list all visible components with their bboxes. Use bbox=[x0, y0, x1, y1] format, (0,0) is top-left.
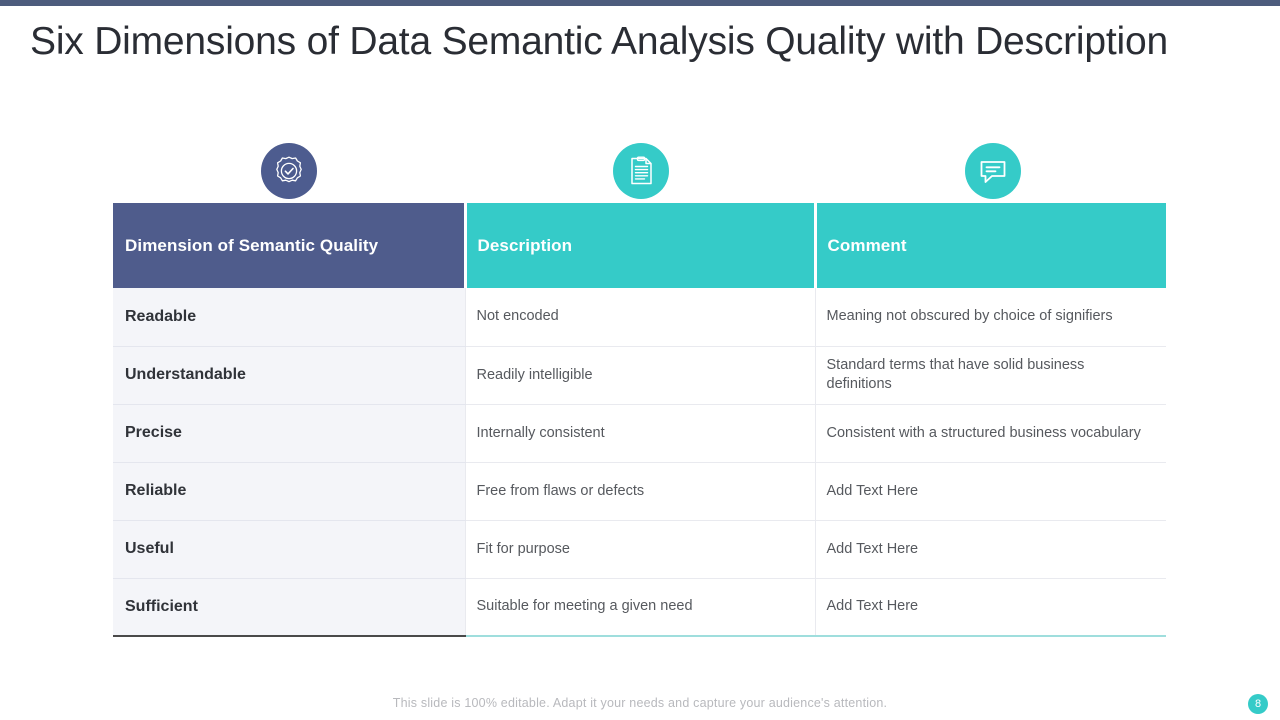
page-number-badge: 8 bbox=[1248, 694, 1268, 714]
comment-bubble-icon bbox=[965, 143, 1021, 199]
table-header-row: Dimension of Semantic Quality Descriptio… bbox=[113, 203, 1166, 288]
cell-comment: Add Text Here bbox=[815, 462, 1166, 521]
cell-description: Internally consistent bbox=[465, 404, 816, 463]
table-row: Readable Not encoded Meaning not obscure… bbox=[113, 288, 1166, 347]
table-body: Readable Not encoded Meaning not obscure… bbox=[113, 288, 1166, 637]
cell-description: Readily intelligible bbox=[465, 346, 816, 405]
icon-row bbox=[113, 143, 1166, 199]
document-lines-icon bbox=[613, 143, 669, 199]
column-header-dimension: Dimension of Semantic Quality bbox=[113, 203, 467, 288]
cell-comment: Add Text Here bbox=[815, 578, 1166, 637]
table-row: Understandable Readily intelligible Stan… bbox=[113, 346, 1166, 405]
cell-comment: Meaning not obscured by choice of signif… bbox=[815, 288, 1166, 347]
cell-comment: Standard terms that have solid business … bbox=[815, 346, 1166, 405]
cell-description: Not encoded bbox=[465, 288, 816, 347]
quality-dimensions-table: Dimension of Semantic Quality Descriptio… bbox=[113, 203, 1166, 637]
cell-description: Fit for purpose bbox=[465, 520, 816, 579]
table-row: Useful Fit for purpose Add Text Here bbox=[113, 520, 1166, 579]
cell-dimension: Reliable bbox=[113, 462, 466, 521]
cell-dimension: Sufficient bbox=[113, 578, 466, 637]
cell-dimension: Understandable bbox=[113, 346, 466, 405]
cell-comment: Add Text Here bbox=[815, 520, 1166, 579]
cell-comment: Consistent with a structured business vo… bbox=[815, 404, 1166, 463]
verified-badge-icon bbox=[261, 143, 317, 199]
table-row: Precise Internally consistent Consistent… bbox=[113, 404, 1166, 463]
column-header-description: Description bbox=[465, 203, 817, 288]
footer-note: This slide is 100% editable. Adapt it yo… bbox=[392, 696, 888, 710]
cell-description: Suitable for meeting a given need bbox=[465, 578, 816, 637]
cell-dimension: Precise bbox=[113, 404, 466, 463]
top-accent-bar bbox=[0, 0, 1280, 6]
column-header-comment: Comment bbox=[815, 203, 1166, 288]
table-row: Sufficient Suitable for meeting a given … bbox=[113, 578, 1166, 637]
cell-description: Free from flaws or defects bbox=[465, 462, 816, 521]
cell-dimension: Useful bbox=[113, 520, 466, 579]
page-title: Six Dimensions of Data Semantic Analysis… bbox=[30, 20, 1168, 63]
cell-dimension: Readable bbox=[113, 288, 466, 347]
table-row: Reliable Free from flaws or defects Add … bbox=[113, 462, 1166, 521]
